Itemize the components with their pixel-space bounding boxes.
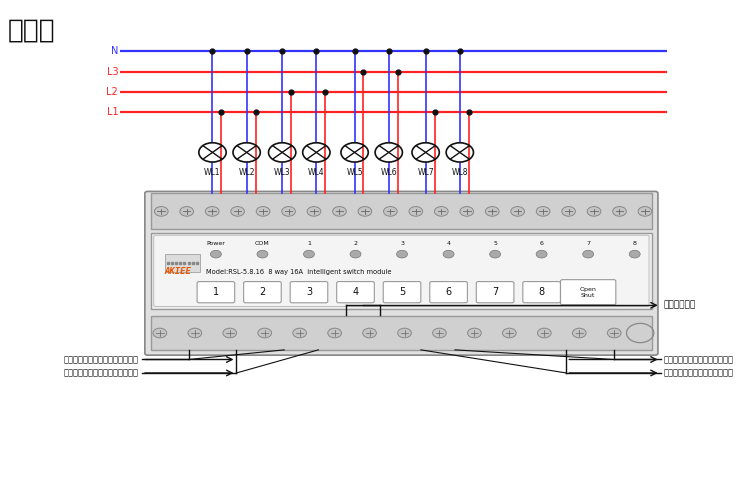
Circle shape [432, 328, 446, 338]
FancyBboxPatch shape [154, 235, 649, 307]
Text: Model:RSL-5.8.16  8 way 16A  intelligent switch module: Model:RSL-5.8.16 8 way 16A intelligent s… [206, 269, 391, 275]
Text: Power: Power [207, 242, 225, 246]
FancyBboxPatch shape [383, 282, 421, 303]
Circle shape [303, 250, 314, 258]
Circle shape [333, 207, 346, 216]
FancyBboxPatch shape [476, 282, 514, 303]
Text: 1: 1 [307, 242, 311, 246]
Text: Open
Shut: Open Shut [580, 287, 596, 298]
Text: 从上一个模块的通讯总线接口引入: 从上一个模块的通讯总线接口引入 [63, 369, 139, 378]
Circle shape [587, 207, 601, 216]
Circle shape [231, 207, 244, 216]
Text: 引至消防主机: 引至消防主机 [663, 301, 696, 310]
Circle shape [537, 207, 550, 216]
Circle shape [468, 328, 481, 338]
Circle shape [210, 250, 221, 258]
Text: 接线图: 接线图 [7, 17, 55, 43]
Text: 8: 8 [539, 287, 545, 297]
Circle shape [443, 250, 454, 258]
Circle shape [489, 250, 500, 258]
Text: 引至下一个模块的通讯总线接口: 引至下一个模块的通讯总线接口 [664, 355, 734, 364]
Text: 6: 6 [539, 242, 544, 246]
Circle shape [409, 207, 423, 216]
Circle shape [607, 328, 621, 338]
Circle shape [562, 207, 576, 216]
Text: L1: L1 [106, 107, 118, 117]
Circle shape [180, 207, 193, 216]
Text: 7: 7 [586, 242, 590, 246]
Text: L3: L3 [106, 67, 118, 77]
Text: L2: L2 [106, 87, 118, 97]
Circle shape [396, 250, 407, 258]
Text: WL1: WL1 [204, 168, 221, 177]
Circle shape [503, 328, 516, 338]
Text: 7: 7 [492, 287, 498, 297]
FancyBboxPatch shape [244, 282, 281, 303]
Text: WL6: WL6 [380, 168, 397, 177]
Circle shape [537, 250, 547, 258]
Text: WL3: WL3 [274, 168, 291, 177]
Text: 5: 5 [399, 287, 405, 297]
Circle shape [223, 328, 237, 338]
FancyBboxPatch shape [197, 282, 235, 303]
Circle shape [153, 328, 167, 338]
Bar [165, 254, 200, 272]
Circle shape [384, 207, 397, 216]
FancyBboxPatch shape [337, 282, 374, 303]
Circle shape [638, 207, 652, 216]
Circle shape [486, 207, 499, 216]
FancyBboxPatch shape [561, 280, 615, 305]
Text: N: N [111, 46, 118, 56]
Circle shape [363, 328, 376, 338]
FancyBboxPatch shape [145, 191, 658, 355]
Circle shape [573, 328, 586, 338]
Circle shape [583, 250, 593, 258]
Text: 2: 2 [354, 242, 357, 246]
Circle shape [307, 207, 321, 216]
Circle shape [258, 328, 272, 338]
FancyBboxPatch shape [430, 282, 467, 303]
Circle shape [460, 207, 474, 216]
FancyBboxPatch shape [290, 282, 328, 303]
Circle shape [511, 207, 525, 216]
Circle shape [188, 328, 201, 338]
Text: 3: 3 [400, 242, 404, 246]
Circle shape [282, 207, 295, 216]
Circle shape [358, 207, 372, 216]
Text: 3: 3 [306, 287, 312, 297]
Text: WL8: WL8 [452, 168, 468, 177]
Circle shape [537, 328, 551, 338]
Text: 1: 1 [213, 287, 219, 297]
Bar [151, 233, 652, 309]
Circle shape [256, 207, 270, 216]
Text: 2: 2 [259, 287, 266, 297]
Text: COM: COM [255, 242, 270, 246]
Circle shape [398, 328, 411, 338]
Text: 6: 6 [446, 287, 452, 297]
Circle shape [205, 207, 219, 216]
Text: 引至下一个模块的电源总线接口: 引至下一个模块的电源总线接口 [664, 369, 734, 378]
Text: WL2: WL2 [238, 168, 255, 177]
Bar [151, 316, 652, 350]
Circle shape [630, 250, 640, 258]
Text: 4: 4 [353, 287, 359, 297]
Circle shape [328, 328, 342, 338]
Text: 4: 4 [446, 242, 451, 246]
Circle shape [613, 207, 627, 216]
Text: WL4: WL4 [308, 168, 325, 177]
Text: 8: 8 [632, 242, 637, 246]
Circle shape [293, 328, 306, 338]
Text: WL7: WL7 [417, 168, 434, 177]
Circle shape [257, 250, 268, 258]
Text: WL5: WL5 [346, 168, 363, 177]
Circle shape [154, 207, 168, 216]
FancyBboxPatch shape [523, 282, 560, 303]
Circle shape [350, 250, 361, 258]
Circle shape [435, 207, 448, 216]
Text: AKIEE: AKIEE [165, 267, 192, 276]
Text: 从上一个模块的电源总线接口引入: 从上一个模块的电源总线接口引入 [63, 355, 139, 364]
Text: 5: 5 [493, 242, 497, 246]
Bar [151, 193, 652, 229]
